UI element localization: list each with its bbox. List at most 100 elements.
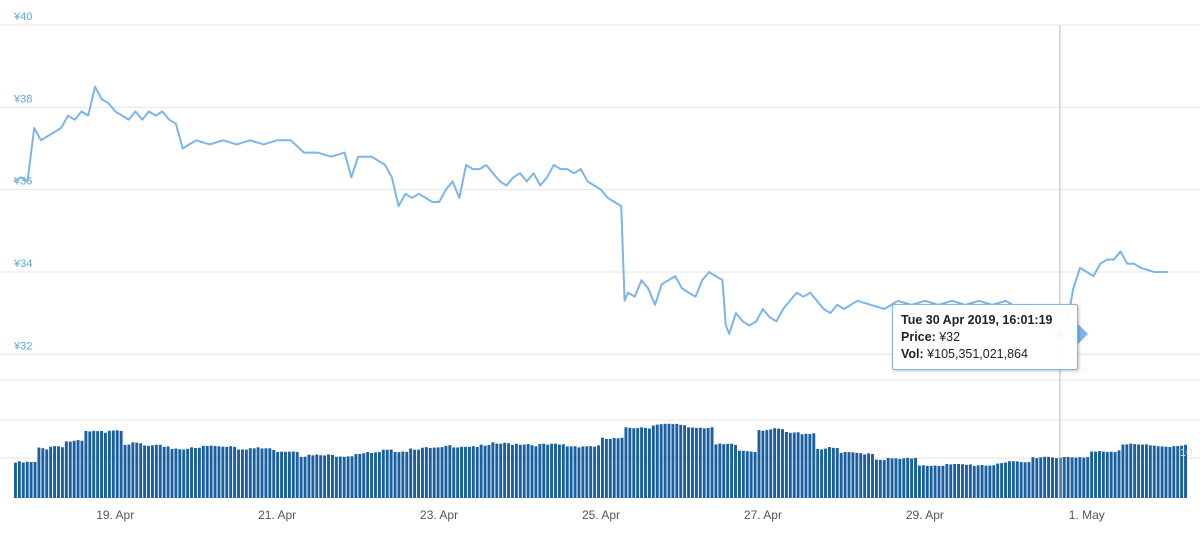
volume-bar (644, 427, 647, 498)
volume-bar (260, 448, 264, 498)
volume-bar (765, 430, 769, 498)
volume-bar (49, 446, 53, 498)
volume-bar (1117, 450, 1121, 498)
volume-bar (1082, 457, 1086, 498)
volume-bar (29, 462, 33, 498)
volume-bar (323, 455, 327, 498)
volume-bar (1074, 457, 1078, 498)
volume-bar (741, 450, 745, 498)
volume-bar (424, 447, 428, 498)
volume-bar (910, 458, 914, 498)
volume-bar (346, 456, 350, 498)
volume-bar (229, 446, 233, 498)
volume-bar (734, 444, 737, 498)
volume-bar (1148, 445, 1152, 498)
volume-bar (327, 454, 330, 498)
volume-bar (354, 454, 358, 498)
volume-bar (1023, 462, 1027, 498)
volume-bar (507, 443, 510, 498)
volume-bar (307, 454, 311, 498)
x-tick-label: 19. Apr (96, 508, 134, 522)
volume-bar (1133, 444, 1137, 498)
volume-bar (796, 432, 800, 498)
volume-bar (1078, 457, 1082, 498)
volume-bar (1051, 457, 1054, 498)
volume-bar (972, 465, 976, 498)
volume-bar (890, 458, 894, 498)
y-tick-label: ¥34 (13, 258, 32, 270)
volume-bar (131, 442, 135, 498)
volume-bar (1141, 444, 1144, 498)
volume-bar (777, 428, 781, 498)
volume-bar (268, 448, 272, 498)
volume-bar (499, 443, 503, 498)
volume-bar (612, 437, 616, 498)
volume-bar (937, 466, 941, 498)
volume-bar (941, 465, 945, 498)
volume-bar (154, 444, 158, 498)
volume-bar (287, 451, 291, 498)
volume-bar (119, 430, 123, 498)
volume-bar (147, 445, 150, 498)
volume-bar (319, 455, 323, 498)
volume-bar (737, 450, 741, 498)
volume-bar (679, 424, 683, 498)
volume-bar (921, 465, 925, 498)
volume-bar (1047, 456, 1051, 498)
volume-bar (1152, 445, 1156, 498)
volume-bar (1160, 446, 1164, 498)
volume-bar (597, 445, 600, 498)
volume-bar (240, 449, 244, 498)
volume-bar (60, 447, 64, 498)
volume-bar (745, 451, 749, 498)
volume-bar (675, 423, 679, 498)
volume-bar (362, 453, 366, 498)
volume-bar (710, 427, 714, 498)
volume-bar (749, 451, 753, 498)
volume-bar (753, 452, 757, 498)
volume-bar (827, 447, 831, 498)
volume-bar (964, 464, 968, 498)
volume-bar (788, 432, 792, 498)
volume-bar (409, 448, 413, 498)
volume-bar (632, 428, 636, 498)
volume-bar (330, 454, 334, 498)
volume-bar (139, 443, 143, 498)
volume-bar (518, 444, 522, 498)
volume-axis-label: 10 (1180, 447, 1192, 459)
volume-bar (933, 465, 937, 498)
volume-bar (284, 451, 287, 498)
volume-bar (217, 446, 221, 498)
volume-bar (1066, 456, 1070, 498)
volume-bar (303, 456, 307, 498)
volume-bar (393, 452, 397, 498)
volume-bar (585, 446, 589, 498)
volume-bar (867, 453, 871, 498)
volume-bar (663, 423, 667, 498)
price-line (13, 85, 1168, 335)
volume-bar (957, 463, 961, 498)
volume-bar (1039, 457, 1043, 498)
volume-bar (761, 430, 765, 498)
volume-bar (436, 447, 440, 498)
volume-bar (68, 441, 72, 498)
volume-bar (1156, 446, 1160, 498)
volume-bars (14, 423, 1187, 498)
volume-bar (1144, 444, 1148, 498)
volume-bar (589, 446, 593, 498)
volume-bar (561, 444, 565, 498)
volume-bar (878, 459, 882, 498)
volume-bar (726, 443, 730, 498)
volume-bar (225, 446, 229, 498)
volume-bar (84, 431, 88, 498)
volume-bar (503, 442, 507, 498)
volume-bar (706, 428, 710, 498)
volume-bar (714, 444, 718, 498)
y-tick-label: ¥38 (13, 93, 32, 105)
volume-bar (651, 425, 655, 498)
volume-bar (162, 446, 166, 498)
volume-bar (127, 444, 131, 498)
volume-bar (925, 465, 929, 498)
volume-bar (859, 453, 863, 498)
volume-bar (276, 451, 280, 498)
